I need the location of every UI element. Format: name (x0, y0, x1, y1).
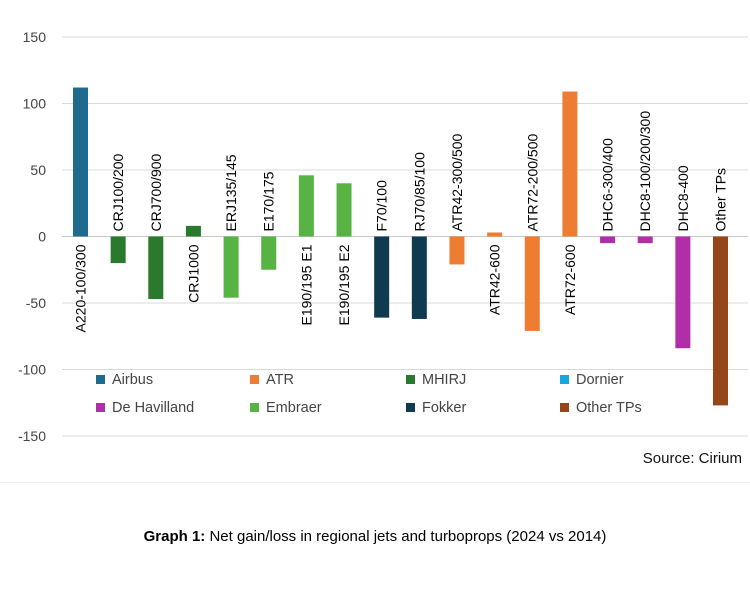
bar (411, 236, 427, 319)
legend-swatch (560, 375, 569, 384)
gridlines (62, 36, 748, 437)
bar (637, 236, 653, 244)
bar (487, 232, 503, 237)
category-label: E170/175 (261, 171, 277, 231)
category-label: A220-100/300 (73, 244, 89, 332)
legend-swatch (250, 375, 259, 384)
caption-label: Graph 1: (143, 528, 206, 545)
category-label: Other TPs (713, 168, 729, 232)
category-label: CRJ1000 (185, 244, 201, 303)
category-label: RJ70/85/100 (411, 152, 427, 232)
bar (449, 236, 465, 265)
legend-label: Fokker (422, 400, 466, 416)
bar (675, 236, 691, 349)
legend: Airbus ATR MHIRJ Dornier De Havilland Embraer… (96, 372, 642, 416)
category-label: DHC8-100/200/300 (637, 111, 653, 232)
legend-label: Embraer (266, 400, 322, 416)
bar (562, 91, 578, 237)
category-label: E190/195 E1 (298, 244, 314, 325)
legend-label: Other TPs (576, 400, 642, 416)
bar (336, 183, 352, 237)
y-axis-ticks: 150 100 50 0 -50 -100 -150 (18, 29, 46, 444)
source-note: Source: Cirium (642, 450, 742, 467)
legend-swatch (96, 375, 105, 384)
bar (261, 236, 277, 270)
category-label: ERJ135/145 (223, 154, 239, 231)
category-label: DHC6-300/400 (600, 138, 616, 232)
category-label: DHC8-400 (675, 165, 691, 231)
category-labels: A220-100/300 CRJ100/200 CRJ700/900 CRJ1000 E… (73, 111, 729, 333)
y-tick-label: 0 (38, 229, 46, 245)
caption-text: Net gain/loss in regional jets and turbo… (205, 528, 607, 545)
category-label: CRJ700/900 (148, 153, 164, 231)
legend-label: ATR (266, 372, 294, 388)
legend-label: Airbus (112, 372, 153, 388)
legend-label: De Havilland (112, 400, 194, 416)
y-tick-label: 100 (23, 96, 47, 112)
legend-swatch (406, 375, 415, 384)
legend-swatch (560, 403, 569, 412)
legend-swatch (250, 403, 259, 412)
bar (185, 225, 201, 237)
bar (713, 236, 728, 406)
bars (73, 87, 728, 406)
category-label: ATR72-600 (562, 244, 578, 315)
legend-swatch (406, 403, 415, 412)
bar (600, 236, 616, 244)
y-tick-label: -100 (18, 362, 46, 378)
y-tick-label: 150 (23, 29, 47, 45)
bar (148, 236, 164, 300)
legend-label: Dornier (576, 372, 624, 388)
y-tick-label: 50 (30, 162, 46, 178)
bar (524, 236, 540, 331)
y-tick-label: -150 (18, 428, 46, 444)
category-label: ATR72-200/500 (524, 133, 540, 231)
category-label: E190/195 E2 (336, 244, 352, 325)
bar (73, 87, 88, 237)
bar (223, 236, 239, 298)
category-label: F70/100 (374, 180, 390, 232)
chart-area: 150 100 50 0 -50 -100 -150 A220-100/300 CRJ100/… (0, 29, 750, 483)
category-label: ATR42-600 (487, 244, 503, 315)
bar-chart: 150 100 50 0 -50 -100 -150 A220-100/300 CRJ100/… (18, 29, 748, 444)
legend-label: MHIRJ (422, 372, 466, 388)
bar (298, 175, 314, 237)
bar (374, 236, 390, 318)
bar (110, 236, 126, 264)
chart-caption: Graph 1: Net gain/loss in regional jets … (0, 528, 750, 545)
category-label: ATR42-300/500 (449, 133, 465, 231)
y-tick-label: -50 (26, 295, 46, 311)
category-label: CRJ100/200 (110, 153, 126, 231)
legend-swatch (96, 403, 105, 412)
